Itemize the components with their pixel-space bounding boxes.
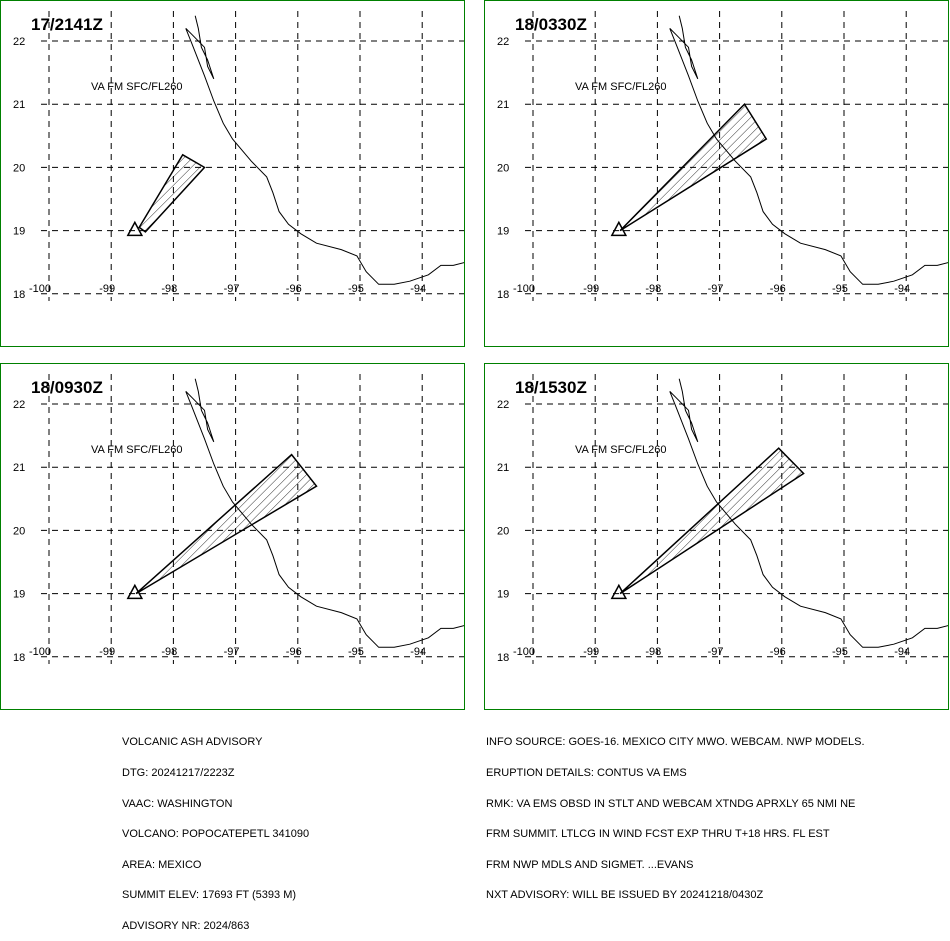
advisory-line: ERUPTION DETAILS: CONTUS VA EMS [486,767,687,780]
lon-label: -98 [645,646,661,658]
lat-label: 19 [13,589,25,601]
lon-label: -96 [770,283,786,295]
lon-label: -99 [583,646,599,658]
lon-label: -97 [708,646,724,658]
va-label: VA FM SFC/FL260 [91,81,183,93]
lat-label: 19 [13,226,25,238]
advisory-line: NXT ADVISORY: WILL BE ISSUED BY 20241218… [486,889,764,902]
lat-label: 21 [497,462,509,474]
lat-label: 21 [13,99,25,111]
map-panel-1: 22 21 20 19 18 -100 -99 -98 -97 -96 -95 -94 17/2141… [0,0,465,347]
lon-label: -95 [348,283,364,295]
lon-label: -94 [894,283,910,295]
lon-label: -95 [348,646,364,658]
lat-label: 18 [497,289,509,301]
va-label: VA FM SFC/FL260 [91,444,183,456]
advisory-line: FRM NWP MDLS AND SIGMET. ...EVANS [486,858,694,871]
advisory-line: DTG: 20241217/2223Z [122,767,235,780]
map-panel-3: 22 21 20 19 18 -100 -99 -98 -97 -96 -95 -94 18/0930… [0,363,465,710]
advisory-line: RMK: VA EMS OBSD IN STLT AND WEBCAM XTND… [486,797,856,810]
lat-label: 20 [497,525,509,537]
lat-label: 20 [13,162,25,174]
advisory-line: ADVISORY NR: 2024/863 [122,920,250,933]
map-panel-4: 22 21 20 19 18 -100 -99 -98 -97 -96 -95 -94 18/1530… [484,363,949,710]
lon-label: -96 [286,646,302,658]
lat-label: 22 [497,399,509,411]
lon-label: -94 [410,646,426,658]
coastline [669,378,948,648]
lon-label: -98 [645,283,661,295]
lon-label: -100 [513,283,535,295]
lat-label: 20 [497,162,509,174]
panel-time: 18/1530Z [515,378,587,397]
lon-label: -97 [708,283,724,295]
ash-plume-polygon [619,447,805,595]
advisory-line: VOLCANIC ASH ADVISORY [122,736,263,749]
lon-label: -100 [513,646,535,658]
lon-label: -96 [286,283,302,295]
lon-label: -100 [29,646,51,658]
lat-label: 22 [13,36,25,48]
lon-label: -99 [99,646,115,658]
lon-label: -99 [583,283,599,295]
volcano-icon [610,220,628,237]
advisory-left: VOLCANIC ASH ADVISORY DTG: 20241217/2223… [122,717,309,941]
map-canvas: 22 21 20 19 18 -100 -99 -98 -97 -96 -95 -94 [13,374,464,664]
map-canvas: 22 21 20 19 18 -100 -99 -98 -97 -96 -95 -94 [497,374,948,664]
advisory-line: SUMMIT ELEV: 17693 FT (5393 M) [122,889,297,902]
lat-label: 21 [13,462,25,474]
lon-label: -98 [161,646,177,658]
va-label: VA FM SFC/FL260 [575,444,667,456]
ash-plume-polygon [138,153,206,233]
lon-label: -100 [29,283,51,295]
lat-label: 19 [497,589,509,601]
volcano-icon [126,220,144,237]
lat-label: 20 [13,525,25,537]
lat-label: 18 [497,652,509,664]
lon-label: -97 [224,646,240,658]
lon-label: -95 [832,283,848,295]
lat-label: 22 [13,399,25,411]
panel-time: 18/0330Z [515,15,587,34]
coastline [185,15,464,285]
lon-label: -95 [832,646,848,658]
lon-label: -94 [410,283,426,295]
coastline [185,378,464,648]
map-canvas: 22 21 20 19 18 -100 -99 -98 -97 -96 -95 -94 [497,11,948,301]
advisory-line: VOLCANO: POPOCATEPETL 341090 [122,828,310,841]
lat-label: 22 [497,36,509,48]
advisory-line: AREA: MEXICO [122,858,202,871]
panel-time: 17/2141Z [31,15,103,34]
advisory-line: FRM SUMMIT. LTLCG IN WIND FCST EXP THRU … [486,828,830,841]
advisory-line: INFO SOURCE: GOES-16. MEXICO CITY MWO. W… [486,736,865,749]
map-panel-2: 22 21 20 19 18 -100 -99 -98 -97 -96 -95 -94 18/0330… [484,0,949,347]
coastline [669,15,948,285]
volcano-icon [126,583,144,600]
lon-label: -99 [99,283,115,295]
lon-label: -96 [770,646,786,658]
va-label: VA FM SFC/FL260 [575,81,667,93]
map-canvas: 22 21 20 19 18 -100 -99 -98 -97 -96 -95 -94 [13,11,464,301]
ash-plume-polygon [619,102,768,232]
advisory-right: INFO SOURCE: GOES-16. MEXICO CITY MWO. W… [486,717,865,911]
lon-label: -98 [161,283,177,295]
lon-label: -94 [894,646,910,658]
lon-label: -97 [224,283,240,295]
panel-time: 18/0930Z [31,378,103,397]
lat-label: 19 [497,226,509,238]
advisory-line: VAAC: WASHINGTON [122,797,233,810]
lat-label: 18 [13,652,25,664]
volcano-icon [610,583,628,600]
ash-plume-polygon [135,453,318,595]
lat-label: 21 [497,99,509,111]
lat-label: 18 [13,289,25,301]
